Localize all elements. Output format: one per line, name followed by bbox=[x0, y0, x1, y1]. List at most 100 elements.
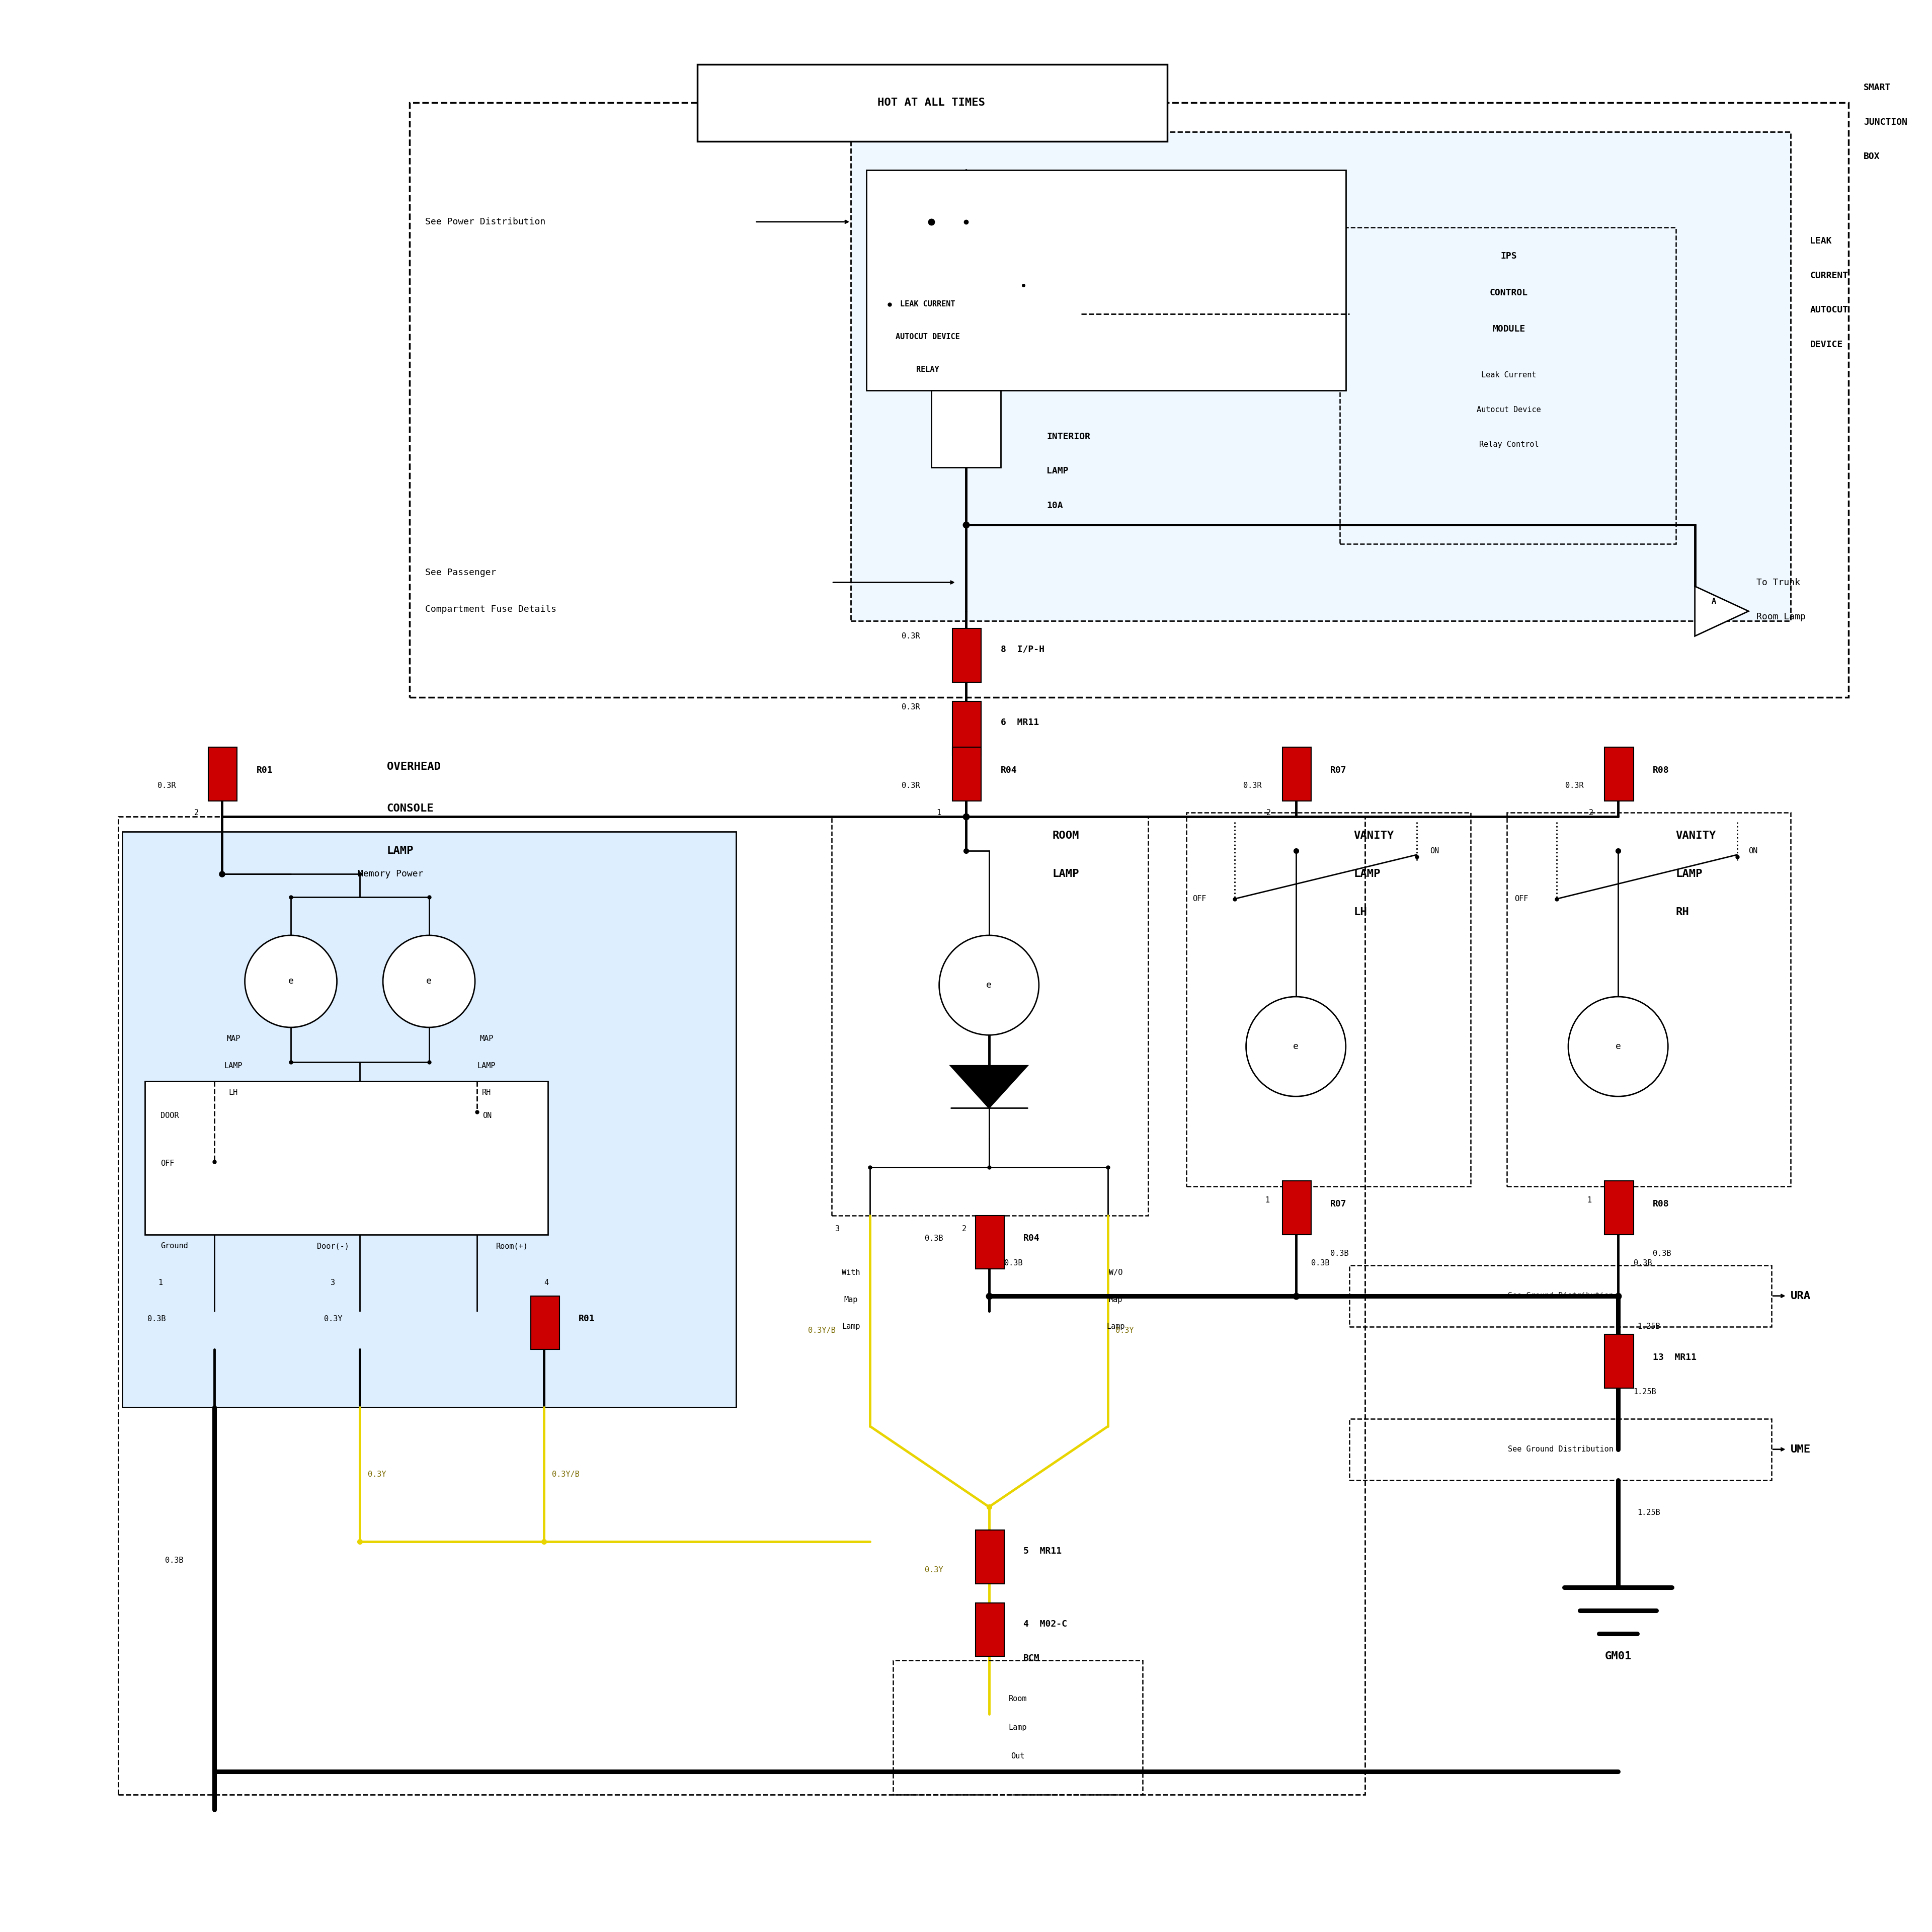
Text: VANITY: VANITY bbox=[1354, 831, 1393, 840]
Text: ON: ON bbox=[1748, 846, 1758, 854]
Text: R01: R01 bbox=[578, 1314, 595, 1323]
Text: CONTROL: CONTROL bbox=[1490, 288, 1528, 298]
Text: Out: Out bbox=[1010, 1752, 1024, 1760]
Text: LEAK: LEAK bbox=[1810, 236, 1832, 245]
Text: IPS: IPS bbox=[1501, 251, 1517, 261]
Bar bbox=[118, 817, 1364, 1795]
Text: R07: R07 bbox=[1331, 765, 1347, 775]
Text: JUNCTION: JUNCTION bbox=[1864, 118, 1907, 128]
Text: URA: URA bbox=[1791, 1291, 1810, 1300]
Text: See Ground Distribution: See Ground Distribution bbox=[1507, 1293, 1613, 1300]
Bar bbox=[952, 701, 981, 755]
Text: RH: RH bbox=[481, 1090, 491, 1095]
Text: See Power Distribution: See Power Distribution bbox=[425, 216, 545, 226]
Text: Memory Power: Memory Power bbox=[357, 869, 423, 879]
Text: 3: 3 bbox=[330, 1279, 336, 1287]
Text: 4: 4 bbox=[545, 1279, 549, 1287]
Bar bbox=[931, 390, 1001, 468]
Text: 4  M02-C: 4 M02-C bbox=[1024, 1619, 1066, 1629]
Circle shape bbox=[245, 935, 336, 1028]
Text: See Passenger: See Passenger bbox=[425, 568, 497, 578]
Bar bbox=[850, 131, 1791, 620]
Text: GM01: GM01 bbox=[1605, 1652, 1633, 1662]
Text: 0.3R: 0.3R bbox=[156, 782, 176, 790]
Text: OVERHEAD: OVERHEAD bbox=[386, 761, 440, 771]
Text: 10A: 10A bbox=[1047, 500, 1063, 510]
Text: 0.3Y/B: 0.3Y/B bbox=[808, 1327, 835, 1335]
Text: Lamp: Lamp bbox=[1009, 1723, 1028, 1731]
Text: Map: Map bbox=[844, 1296, 858, 1304]
Text: 0.3R: 0.3R bbox=[902, 703, 920, 711]
Text: 0.3B: 0.3B bbox=[1005, 1260, 1022, 1267]
Text: R01: R01 bbox=[257, 765, 272, 775]
Text: INTERIOR: INTERIOR bbox=[1047, 433, 1090, 440]
Text: 2: 2 bbox=[962, 1225, 966, 1233]
Text: e: e bbox=[1293, 1041, 1298, 1051]
Text: e: e bbox=[985, 981, 991, 989]
Text: LAMP: LAMP bbox=[477, 1063, 497, 1070]
Text: 1.25B: 1.25B bbox=[1636, 1323, 1660, 1331]
Text: Compartment Fuse Details: Compartment Fuse Details bbox=[425, 605, 556, 614]
Text: 5  MR11: 5 MR11 bbox=[1024, 1546, 1063, 1555]
Bar bbox=[976, 1215, 1005, 1269]
Bar bbox=[697, 64, 1167, 141]
Bar bbox=[1605, 748, 1633, 802]
Text: 0.3B: 0.3B bbox=[1312, 1260, 1329, 1267]
Circle shape bbox=[939, 935, 1039, 1036]
Text: R04: R04 bbox=[1001, 765, 1016, 775]
Text: ON: ON bbox=[1430, 846, 1439, 854]
Bar bbox=[1605, 1180, 1633, 1235]
Text: 1: 1 bbox=[937, 810, 941, 817]
Text: OFF: OFF bbox=[1192, 895, 1206, 902]
Text: LAMP: LAMP bbox=[224, 1063, 243, 1070]
Text: 0.3Y/B: 0.3Y/B bbox=[553, 1470, 580, 1478]
Text: 1.25B: 1.25B bbox=[1633, 1387, 1656, 1395]
Text: DEVICE: DEVICE bbox=[1810, 340, 1843, 350]
Text: W/O: W/O bbox=[1109, 1269, 1122, 1277]
Text: BOX: BOX bbox=[1864, 153, 1880, 160]
Bar bbox=[1605, 1335, 1633, 1387]
Circle shape bbox=[383, 935, 475, 1028]
Text: DOOR: DOOR bbox=[160, 1111, 180, 1119]
Text: 13  MR11: 13 MR11 bbox=[1652, 1352, 1696, 1362]
Text: CURRENT: CURRENT bbox=[1810, 270, 1849, 280]
Text: 0.3Y: 0.3Y bbox=[325, 1316, 342, 1323]
Text: R08: R08 bbox=[1652, 1200, 1669, 1208]
Text: MAP: MAP bbox=[479, 1036, 493, 1043]
Text: LEAK CURRENT: LEAK CURRENT bbox=[900, 301, 954, 307]
Text: 0.3Y: 0.3Y bbox=[1115, 1327, 1134, 1335]
Text: 0.3Y: 0.3Y bbox=[925, 1567, 943, 1575]
Text: LH: LH bbox=[228, 1090, 238, 1095]
Bar bbox=[1350, 1418, 1772, 1480]
Text: 0.3B: 0.3B bbox=[147, 1316, 166, 1323]
Text: 2: 2 bbox=[195, 810, 199, 817]
Text: 0.3R: 0.3R bbox=[1565, 782, 1584, 790]
Text: Room(+): Room(+) bbox=[497, 1242, 527, 1250]
Bar bbox=[833, 817, 1148, 1215]
Text: 3: 3 bbox=[835, 1225, 840, 1233]
Text: Lamp: Lamp bbox=[1107, 1323, 1124, 1331]
Text: 0.3R: 0.3R bbox=[902, 782, 920, 790]
Polygon shape bbox=[1694, 585, 1748, 636]
Bar bbox=[1283, 1180, 1312, 1235]
Text: With: With bbox=[842, 1269, 860, 1277]
Text: LAMP: LAMP bbox=[1354, 869, 1379, 879]
Bar bbox=[866, 170, 1347, 390]
Text: 1: 1 bbox=[1586, 1196, 1592, 1204]
Text: R08: R08 bbox=[1652, 765, 1669, 775]
Bar bbox=[1341, 228, 1675, 545]
Text: R07: R07 bbox=[1331, 1200, 1347, 1208]
Text: Room Lamp: Room Lamp bbox=[1756, 612, 1806, 622]
Text: RH: RH bbox=[1675, 908, 1689, 918]
Text: e: e bbox=[1615, 1041, 1621, 1051]
Text: UME: UME bbox=[1791, 1445, 1810, 1455]
Text: Lamp: Lamp bbox=[842, 1323, 860, 1331]
Text: Ground: Ground bbox=[160, 1242, 187, 1250]
Bar bbox=[1186, 813, 1470, 1186]
Bar bbox=[145, 1082, 549, 1235]
Text: 1: 1 bbox=[158, 1279, 162, 1287]
Text: OFF: OFF bbox=[1515, 895, 1528, 902]
Text: HOT AT ALL TIMES: HOT AT ALL TIMES bbox=[877, 99, 985, 108]
Text: SMART: SMART bbox=[1864, 83, 1891, 93]
Text: VANITY: VANITY bbox=[1675, 831, 1716, 840]
